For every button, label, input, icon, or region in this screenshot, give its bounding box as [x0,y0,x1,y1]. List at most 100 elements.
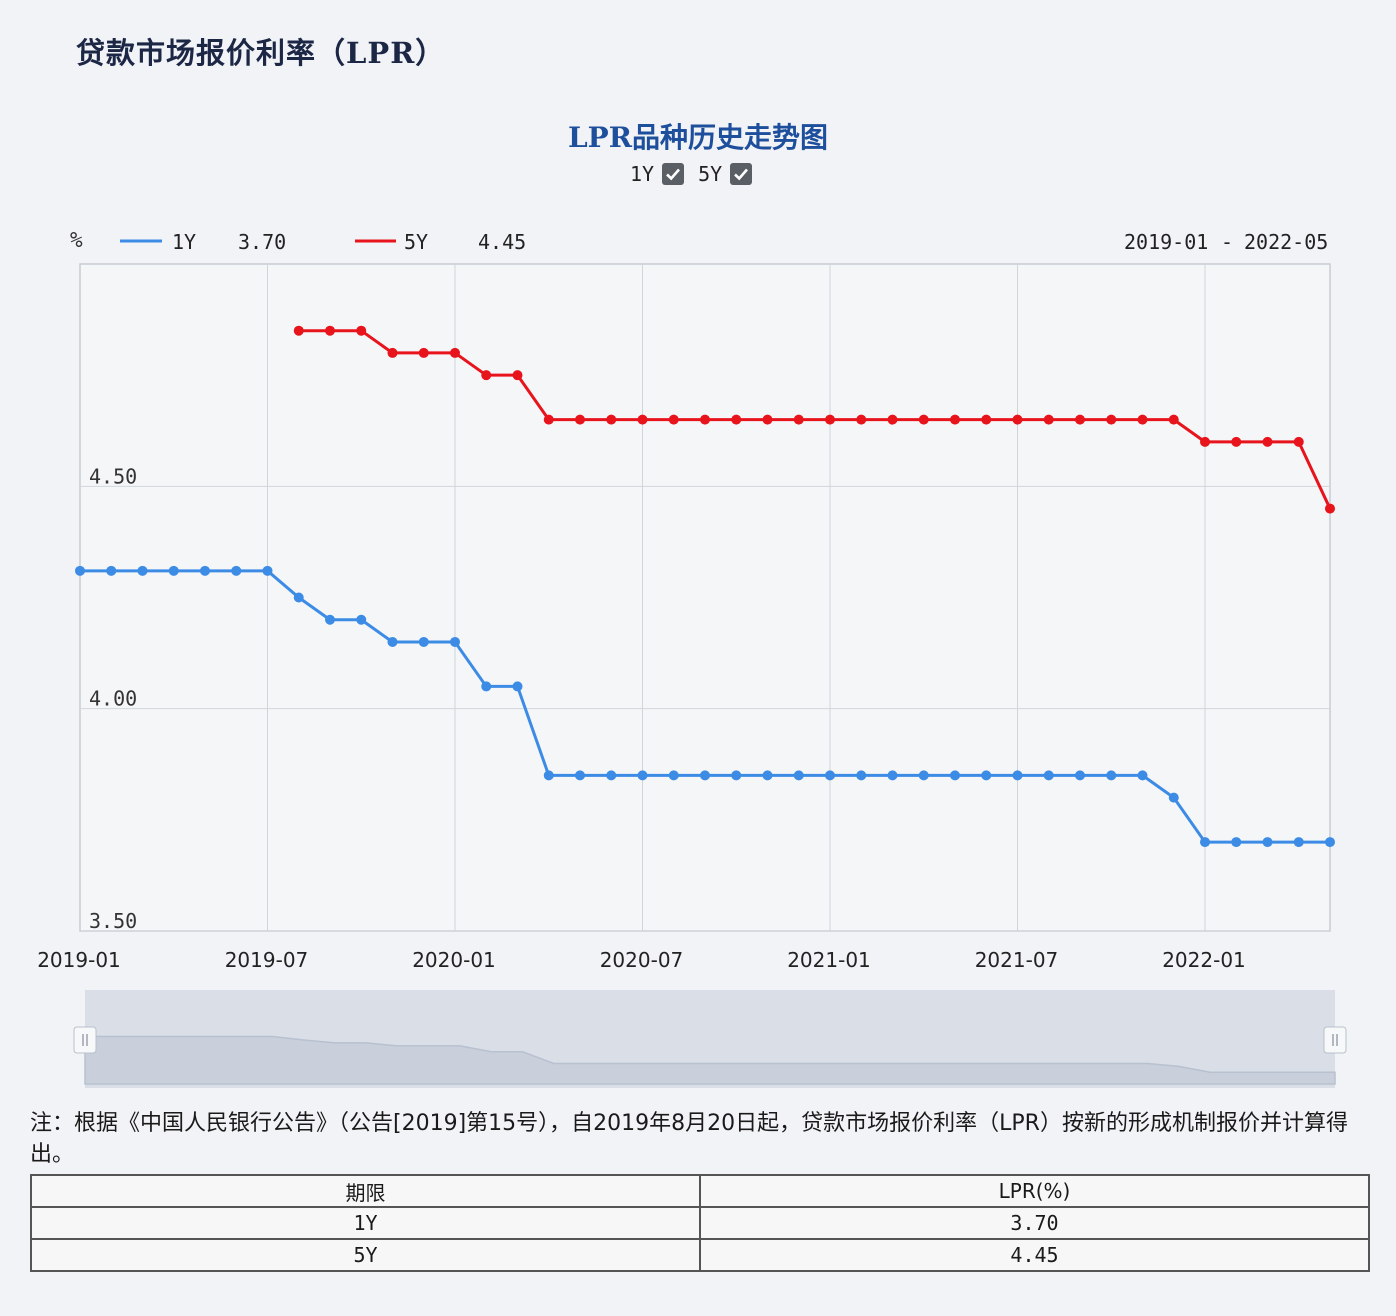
rate-table: 期限 LPR(%) 1Y 3.70 5Y 4.45 [30,1174,1370,1272]
data-point[interactable] [1075,770,1085,781]
legend-5y-value: 4.45 [478,230,526,254]
data-point[interactable] [1168,414,1179,425]
data-point[interactable] [106,565,117,576]
page-heading: 贷款市场报价利率（LPR） [76,36,446,70]
data-point[interactable] [356,325,367,336]
range-start: 2019-01 [1124,230,1208,254]
cell-term: 1Y [30,1206,701,1240]
data-point[interactable] [1293,436,1304,447]
data-point[interactable] [668,770,679,781]
lpr-line-chart: % 1Y 3.70 5Y 4.45 2019-01 - 2022-05 3.50… [37,228,1347,1088]
data-point[interactable] [481,370,492,381]
data-point[interactable] [825,770,835,781]
data-point[interactable] [762,414,773,425]
data-point[interactable] [137,565,148,576]
data-point[interactable] [668,414,679,425]
data-point[interactable] [543,414,554,425]
zoom-handle-right[interactable] [1323,1026,1347,1054]
data-point[interactable] [606,770,617,781]
data-point[interactable] [293,592,304,603]
data-point[interactable] [731,414,742,425]
data-point[interactable] [481,681,492,692]
series-5y [293,325,1335,514]
data-point[interactable] [1106,770,1117,781]
y-unit-label: % [70,228,83,252]
data-point[interactable] [200,565,210,576]
data-point[interactable] [731,770,742,781]
data-point[interactable] [387,636,398,647]
toggle-5y-checkbox[interactable] [730,163,753,185]
y-tick-label: 4.00 [89,687,137,711]
data-point[interactable] [856,414,867,425]
data-point[interactable] [1262,837,1273,848]
check-icon [666,168,681,181]
data-point[interactable] [293,325,304,336]
data-point[interactable] [575,770,585,781]
data-point[interactable] [75,565,85,576]
data-point[interactable] [856,770,867,781]
data-point[interactable] [981,770,992,781]
data-point[interactable] [1200,436,1210,447]
data-point[interactable] [981,414,992,425]
zoom-overview [84,1035,1336,1085]
toggle-5y[interactable]: 5Y [698,162,753,186]
data-point[interactable] [1043,414,1054,425]
data-point[interactable] [606,414,617,425]
x-tick-label: 2021-01 [787,948,871,972]
data-point[interactable] [1012,770,1023,781]
data-point[interactable] [418,636,429,647]
data-point[interactable] [1262,436,1273,447]
data-point[interactable] [543,770,554,781]
data-point[interactable] [950,414,960,425]
data-point[interactable] [1075,414,1085,425]
data-point[interactable] [387,347,398,358]
data-point[interactable] [1200,837,1210,848]
x-tick-label: 2021-07 [975,948,1059,972]
data-point[interactable] [262,565,273,576]
data-point[interactable] [637,770,648,781]
toggle-1y-checkbox[interactable] [662,163,685,185]
data-point[interactable] [1231,436,1242,447]
data-point[interactable] [325,325,335,336]
data-point[interactable] [168,565,179,576]
data-point[interactable] [825,414,835,425]
data-point[interactable] [700,770,710,781]
data-point[interactable] [356,614,367,625]
data-point[interactable] [1325,837,1335,848]
range-separator: - [1221,230,1233,254]
data-point[interactable] [1325,503,1335,514]
x-tick-label: 2020-07 [600,948,684,972]
data-point[interactable] [325,614,335,625]
data-point[interactable] [1043,770,1054,781]
data-point[interactable] [450,636,460,647]
data-point[interactable] [512,681,523,692]
data-point[interactable] [1168,792,1179,803]
data-point[interactable] [762,770,773,781]
data-point[interactable] [887,414,898,425]
data-point[interactable] [1012,414,1023,425]
data-point[interactable] [887,770,898,781]
data-point[interactable] [918,414,929,425]
data-point[interactable] [575,414,585,425]
data-point[interactable] [512,370,523,381]
plot-area [79,263,1331,932]
data-point[interactable] [793,414,804,425]
data-point[interactable] [793,770,804,781]
data-point[interactable] [918,770,929,781]
data-point[interactable] [231,565,242,576]
data-point[interactable] [418,347,429,358]
data-point[interactable] [1293,837,1304,848]
data-point[interactable] [1137,414,1148,425]
data-point[interactable] [950,770,960,781]
toggle-1y[interactable]: 1Y [630,162,685,186]
data-point[interactable] [1137,770,1148,781]
y-tick-label: 3.50 [89,909,137,933]
data-point[interactable] [637,414,648,425]
data-point[interactable] [1106,414,1117,425]
zoom-handle-left[interactable] [73,1026,97,1054]
series-toggles: 1Y 5Y [630,160,766,188]
data-point[interactable] [1231,837,1242,848]
series-1y [75,565,1335,848]
data-point[interactable] [450,347,460,358]
data-point[interactable] [700,414,710,425]
